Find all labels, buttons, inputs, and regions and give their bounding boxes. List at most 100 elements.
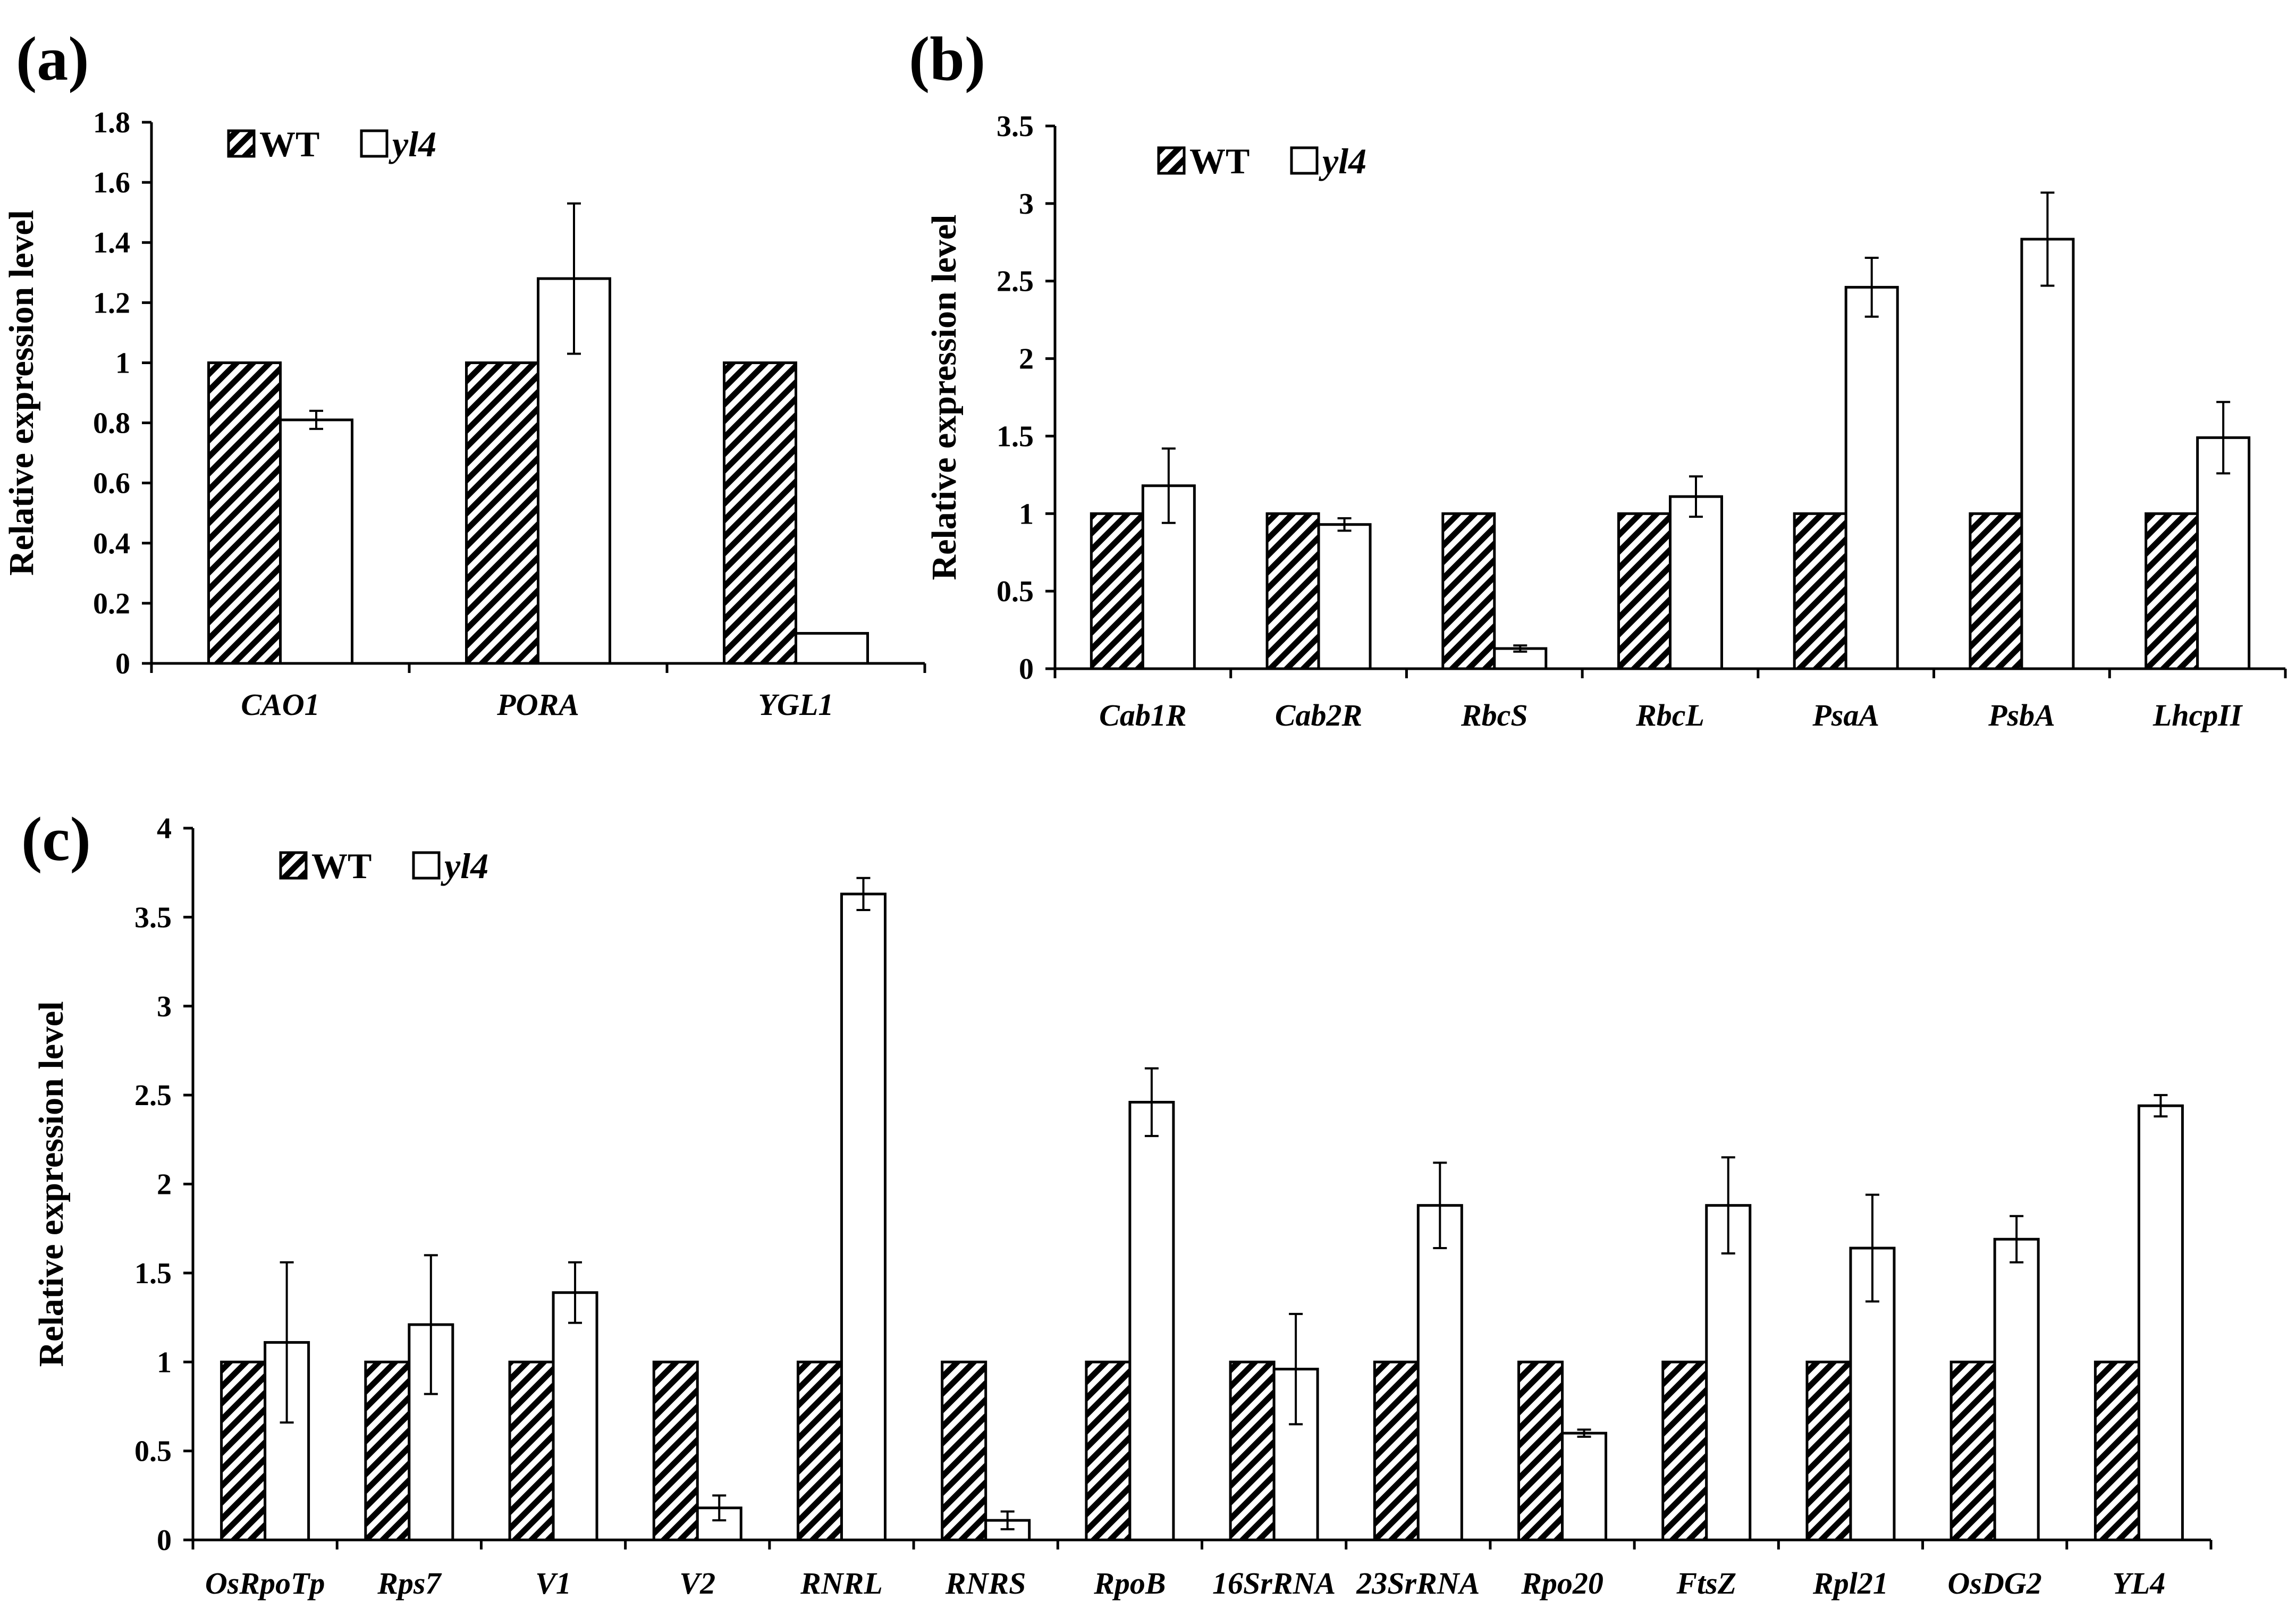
bar-wt-RpoB <box>1085 1360 1132 1542</box>
y-tick-label: 1 <box>157 1346 172 1379</box>
x-tick-label: RbcL <box>1635 698 1704 732</box>
x-tick-label: PsaA <box>1812 698 1879 732</box>
panel-label: (b) <box>909 24 985 94</box>
y-tick-label: 3 <box>157 990 172 1023</box>
bar-wt-PsbA <box>1969 512 2023 670</box>
y-tick-label: 3.5 <box>134 901 172 934</box>
bar-yl4-23SrRNA <box>1416 1204 1463 1542</box>
bar-yl4-Cab2R <box>1317 523 1372 670</box>
bar-wt-23SrRNA <box>1373 1360 1420 1542</box>
bar-yl4-OsDG2 <box>1993 1237 2040 1542</box>
y-tick-label: 2.5 <box>997 265 1034 298</box>
x-tick-label: YL4 <box>2112 1566 2165 1601</box>
bar-wt-PORA <box>465 361 539 665</box>
x-tick-label: 16SrRNA <box>1212 1566 1336 1601</box>
x-tick-label: CAO1 <box>241 687 319 722</box>
y-tick-label: 1.2 <box>93 287 130 319</box>
legend-swatch-wt <box>279 851 308 880</box>
legend-label-yl4: yl4 <box>389 124 436 164</box>
bar-yl4-PsaA <box>1844 285 1899 670</box>
bar-yl4-CAO1 <box>279 418 353 665</box>
y-tick-label: 1.8 <box>93 106 130 139</box>
y-tick-label: 1.5 <box>997 420 1034 453</box>
y-tick-label: 3 <box>1019 188 1034 221</box>
legend-label-wt: WT <box>311 846 372 886</box>
y-tick-label: 0 <box>1019 653 1034 686</box>
bar-yl4-LhcpII <box>2196 436 2251 670</box>
x-tick-label: RpoB <box>1093 1566 1166 1601</box>
y-tick-label: 0 <box>115 647 130 680</box>
x-tick-label: 23SrRNA <box>1356 1566 1480 1601</box>
bar-wt-Rps7 <box>364 1360 411 1542</box>
bar-yl4-PsbA <box>2020 238 2075 670</box>
bar-yl4-YL4 <box>2137 1104 2184 1542</box>
x-tick-label: FtsZ <box>1676 1566 1736 1601</box>
bar-yl4-RNRL <box>840 892 887 1542</box>
bar-wt-RbcL <box>1617 512 1672 670</box>
legend-label-wt: WT <box>1189 141 1250 181</box>
y-axis-label: Relative expression level <box>925 215 964 580</box>
y-tick-label: 1.6 <box>93 166 130 199</box>
x-tick-label: Cab1R <box>1099 698 1186 732</box>
y-tick-label: 0 <box>157 1524 172 1557</box>
x-tick-label: OsDG2 <box>1948 1566 2042 1601</box>
y-axis-label: Relative expression level <box>32 1001 71 1367</box>
bar-yl4-RbcL <box>1669 495 1723 670</box>
legend-label-yl4: yl4 <box>1319 141 1366 181</box>
y-tick-label: 0.5 <box>134 1435 172 1468</box>
legend-swatch-yl4 <box>412 851 441 880</box>
x-tick-label: PsbA <box>1988 698 2055 732</box>
bar-wt-RNRS <box>941 1360 987 1542</box>
x-tick-label: RNRS <box>945 1566 1026 1601</box>
x-tick-label: OsRpoTp <box>205 1566 325 1601</box>
y-axis-label: Relative expression level <box>2 210 41 576</box>
legend-label-wt: WT <box>259 124 319 164</box>
bar-wt-CAO1 <box>207 361 282 665</box>
chart-panel-1: (a) 0 0.2 0.4 0.6 0.8 1 1.2 1.4 1.6 1.8 Relative ex… <box>2 24 926 722</box>
bar-wt-YL4 <box>2094 1360 2140 1542</box>
chart-panel-3: (c) 0 0.5 1 1.5 2 2.5 3 3.5 4 Relative expression … <box>21 804 2213 1601</box>
bar-wt-OsRpoTp <box>220 1360 267 1542</box>
legend-swatch-wt <box>227 129 256 158</box>
y-tick-label: 2.5 <box>134 1079 172 1112</box>
x-tick-label: Cab2R <box>1275 698 1362 732</box>
bar-wt-OsDG2 <box>1949 1360 1996 1542</box>
bar-yl4-YGL1 <box>795 631 869 665</box>
bar-yl4-FtsZ <box>1705 1204 1752 1542</box>
bar-yl4-Rpo20 <box>1561 1431 1608 1542</box>
bar-yl4-RpoB <box>1128 1101 1175 1542</box>
x-tick-label: PORA <box>496 687 579 722</box>
bar-wt-YGL1 <box>723 361 797 665</box>
bar-wt-Rpo20 <box>1517 1360 1564 1542</box>
y-tick-label: 4 <box>157 812 172 845</box>
legend-swatch-wt <box>1157 146 1186 175</box>
y-tick-label: 0.8 <box>93 407 130 440</box>
panel-label: (a) <box>16 24 89 94</box>
bar-wt-RbcS <box>1441 512 1496 670</box>
y-tick-label: 1.5 <box>134 1257 172 1290</box>
y-tick-label: 1.4 <box>93 226 130 259</box>
x-tick-label: LhcpII <box>2152 698 2243 732</box>
y-tick-label: 1 <box>1019 498 1034 530</box>
legend-label-yl4: yl4 <box>441 846 488 886</box>
legend-swatch-yl4 <box>1290 146 1319 175</box>
bar-wt-LhcpII <box>2145 512 2199 670</box>
bar-wt-FtsZ <box>1661 1360 1708 1542</box>
legend-swatch-yl4 <box>360 129 389 158</box>
y-tick-label: 0.2 <box>93 587 130 620</box>
x-tick-label: Rpl21 <box>1812 1566 1888 1601</box>
y-tick-label: 0.6 <box>93 467 130 500</box>
bar-yl4-V1 <box>552 1291 598 1542</box>
bar-wt-16SrRNA <box>1229 1360 1276 1542</box>
x-tick-label: V2 <box>679 1566 715 1601</box>
x-tick-label: YGL1 <box>758 687 834 722</box>
x-tick-label: RNRL <box>800 1566 883 1601</box>
x-tick-label: RbcS <box>1461 698 1528 732</box>
bar-wt-Rpl21 <box>1805 1360 1852 1542</box>
x-tick-label: Rpo20 <box>1521 1566 1603 1601</box>
bar-wt-PsaA <box>1793 512 1847 670</box>
x-tick-label: V1 <box>535 1566 571 1601</box>
bar-wt-V1 <box>508 1360 555 1542</box>
x-tick-label: Rps7 <box>377 1566 442 1601</box>
